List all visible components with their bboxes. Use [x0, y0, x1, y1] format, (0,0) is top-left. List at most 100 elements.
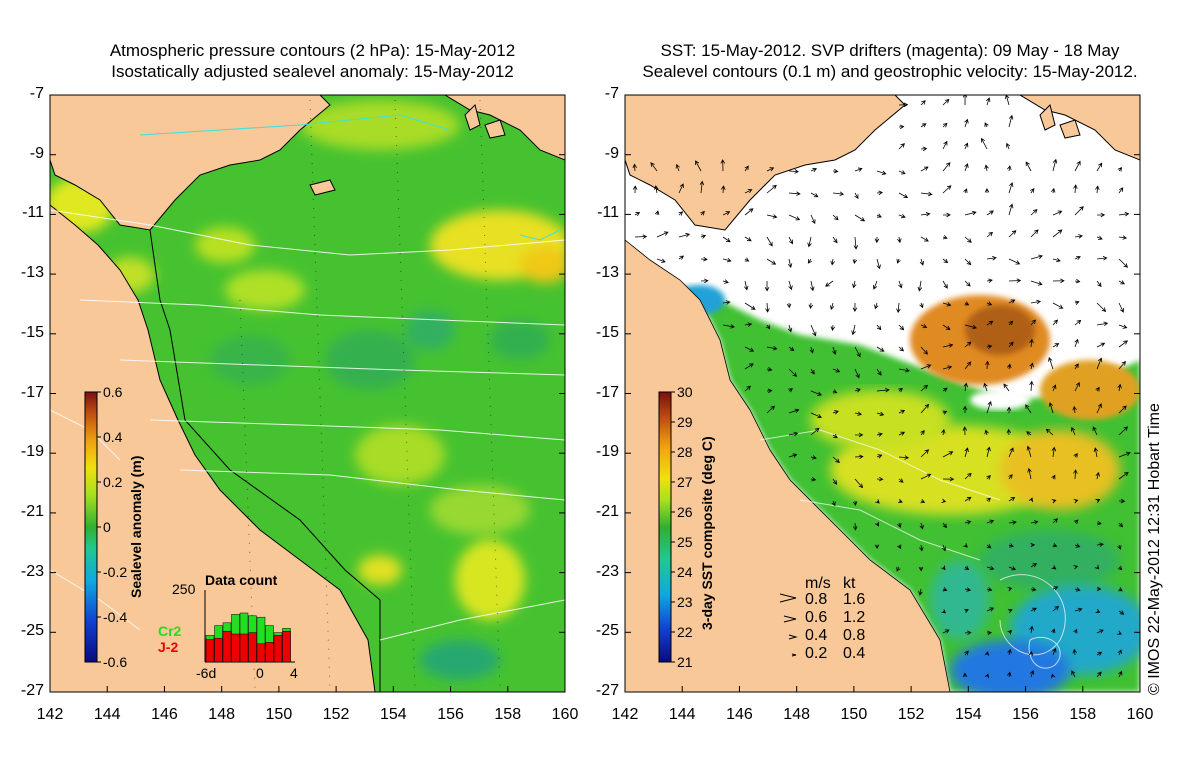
- velocity-arrow: [1096, 520, 1102, 526]
- velocity-arrow: [1096, 403, 1102, 414]
- velocity-arrow: [829, 302, 835, 311]
- velocity-arrow: [810, 280, 815, 292]
- velocity-arrow: [1052, 257, 1061, 263]
- velocity-arrow: [876, 346, 885, 352]
- velocity-legend-ms: 0.8: [805, 591, 828, 608]
- left-cyan-contour: [139, 114, 451, 136]
- right-lat-label: -19: [595, 443, 619, 461]
- right-colorbar-tick-label: 25: [677, 534, 693, 550]
- velocity-arrow: [1029, 362, 1034, 370]
- velocity-arrow: [1074, 234, 1083, 239]
- velocity-arrow: [1051, 446, 1057, 458]
- velocity-arrow: [1118, 522, 1124, 528]
- velocity-arrow: [1074, 363, 1079, 370]
- velocity-arrow: [744, 363, 754, 370]
- right-lon-label: 160: [1126, 706, 1154, 723]
- velocity-arrow: [787, 258, 793, 269]
- velocity-arrow: [1052, 518, 1058, 524]
- velocity-arrow: [920, 473, 932, 480]
- velocity-arrow: [964, 587, 972, 592]
- velocity-arrow: [1074, 319, 1082, 326]
- velocity-arrow: [1007, 671, 1012, 678]
- velocity-arrow: [1118, 670, 1123, 678]
- velocity-arrow: [1007, 363, 1012, 370]
- velocity-arrow: [986, 278, 993, 283]
- velocity-arrow: [986, 400, 992, 414]
- velocity-arrow: [1118, 361, 1127, 370]
- velocity-arrow: [1008, 543, 1014, 548]
- left-lat-label: -23: [20, 562, 44, 580]
- velocity-arrow: [942, 629, 950, 634]
- velocity-arrow: [942, 451, 954, 458]
- velocity-arrow: [766, 214, 778, 219]
- velocity-arrow: [1050, 187, 1056, 194]
- right-sealevel-contours: [759, 429, 1066, 669]
- velocity-arrow: [984, 651, 990, 656]
- velocity-arrow: [964, 608, 969, 614]
- velocity-arrow: [1007, 648, 1012, 656]
- velocity-arrow: [1096, 321, 1109, 327]
- velocity-arrow: [1052, 586, 1059, 591]
- right-lon-label: 154: [954, 706, 982, 723]
- axis-ticks: [49, 94, 1141, 693]
- velocity-arrow: [986, 519, 995, 524]
- velocity-arrow: [1025, 404, 1032, 414]
- velocity-arrow: [1096, 280, 1102, 288]
- velocity-arrow: [1051, 498, 1057, 504]
- velocity-arrow: [787, 324, 793, 333]
- velocity-arrow: [851, 324, 856, 336]
- velocity-arrow: [876, 387, 890, 393]
- velocity-arrow: [854, 192, 859, 200]
- velocity-legend-kt: 1.2: [843, 609, 866, 626]
- velocity-arrow: [1051, 474, 1056, 480]
- left-colorbar-tick-label: 0.2: [103, 474, 123, 490]
- velocity-arrow: [942, 162, 951, 172]
- velocity-arrow: [744, 346, 755, 352]
- data-count-bar-j2: [222, 630, 232, 663]
- velocity-arrow: [942, 98, 950, 106]
- velocity-arrow: [1118, 302, 1124, 313]
- right-png-land: [625, 95, 906, 231]
- velocity-arrow: [920, 403, 930, 414]
- right-lon-label: 146: [726, 706, 753, 723]
- velocity-arrow: [1094, 564, 1100, 570]
- velocity-arrow: [1007, 587, 1013, 592]
- velocity-arrow: [898, 346, 905, 352]
- velocity-arrow: [1008, 114, 1014, 128]
- left-lat-label: -21: [20, 502, 44, 520]
- velocity-arrow: [942, 324, 951, 330]
- velocity-arrow: [920, 100, 926, 106]
- velocity-arrow: [1008, 203, 1014, 216]
- velocity-arrow: [876, 476, 884, 482]
- data-count-bar-j2: [248, 632, 257, 663]
- velocity-arrow: [810, 368, 815, 375]
- velocity-arrow: [722, 257, 732, 263]
- velocity-arrow: [700, 256, 708, 262]
- velocity-arrow: [699, 180, 705, 194]
- velocity-arrow: [898, 192, 909, 198]
- velocity-arrow: [1095, 499, 1101, 504]
- velocity-arrow: [964, 496, 972, 502]
- right-lon-label: 142: [611, 706, 639, 723]
- velocity-arrow: [808, 302, 814, 310]
- velocity-arrow: [1030, 209, 1038, 216]
- velocity-arrow: [964, 142, 969, 150]
- left-bathymetry-contour: [149, 229, 381, 692]
- data-count-xlabel-zero: 0: [256, 665, 264, 681]
- velocity-arrow: [765, 302, 770, 313]
- velocity-arrow: [744, 208, 754, 216]
- right-title-line1: SST: 15-May-2012. SVP drifters (magenta)…: [660, 41, 1120, 60]
- velocity-arrow: [1050, 673, 1056, 679]
- velocity-arrow: [962, 405, 968, 414]
- left-map-title: Atmospheric pressure contours (2 hPa): 1…: [50, 40, 575, 82]
- data-count-inset: [204, 590, 295, 663]
- velocity-arrow: [1025, 161, 1032, 172]
- velocity-arrow: [1117, 649, 1122, 656]
- velocity-arrow: [654, 210, 660, 216]
- velocity-arrow: [942, 280, 948, 289]
- velocity-arrow: [854, 167, 863, 172]
- left-lat-label: -25: [20, 622, 44, 640]
- velocity-arrow: [876, 324, 882, 331]
- velocity-arrow: [1008, 258, 1021, 265]
